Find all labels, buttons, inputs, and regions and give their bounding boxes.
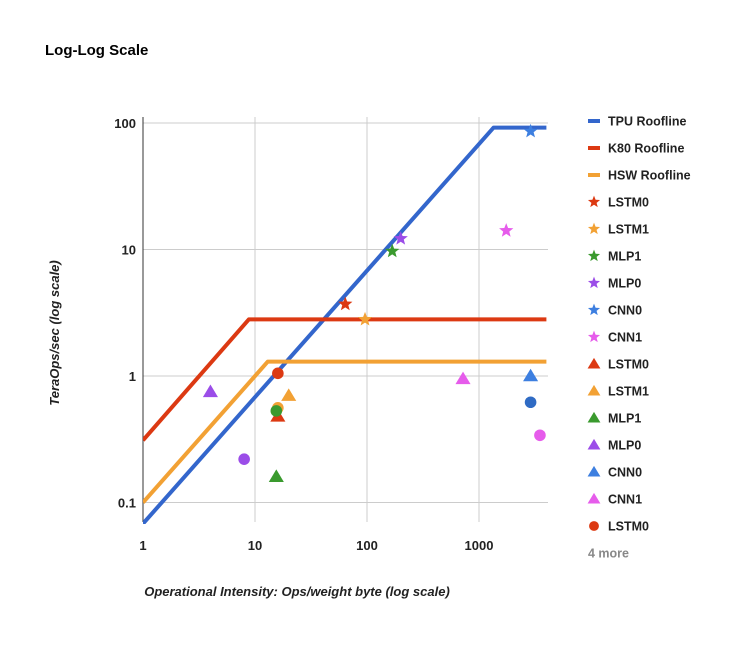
legend-swatch bbox=[587, 465, 601, 477]
y-axis-title: TeraOps/sec (log scale) bbox=[47, 260, 62, 405]
lstm1-triangle-point bbox=[281, 388, 297, 401]
legend[interactable]: TPU Roofline K80 Roofline HSW Roofline LSTM… bbox=[587, 115, 691, 561]
x-axis-title: Operational Intensity: Ops/weight byte (… bbox=[144, 584, 450, 599]
x-tick-label: 10 bbox=[248, 538, 262, 553]
legend-item-mlp1[interactable]: MLP1 bbox=[587, 411, 642, 426]
legend-item-cnn0[interactable]: CNN0 bbox=[587, 465, 642, 480]
legend-label: LSTM0 bbox=[608, 358, 649, 372]
legend-label: CNN0 bbox=[608, 466, 642, 480]
legend-swatch bbox=[587, 303, 601, 316]
legend-label: CNN0 bbox=[608, 304, 642, 318]
y-tick-label: 0.1 bbox=[118, 496, 136, 511]
legend-swatch bbox=[587, 195, 601, 208]
y-tick-label: 10 bbox=[122, 243, 136, 258]
mlp1-triangle-point bbox=[268, 469, 284, 482]
legend-label: TPU Roofline bbox=[608, 115, 687, 129]
legend-item-k80-roofline[interactable]: K80 Roofline bbox=[588, 142, 684, 156]
mlp0-circle-point bbox=[238, 453, 250, 465]
data-points bbox=[202, 123, 546, 482]
legend-label: CNN1 bbox=[608, 493, 642, 507]
legend-item-tpu-roofline[interactable]: TPU Roofline bbox=[588, 115, 687, 129]
roofline-lines bbox=[143, 125, 547, 524]
mlp1-star-point bbox=[385, 243, 400, 258]
legend-item-lstm1[interactable]: LSTM1 bbox=[587, 384, 649, 399]
mlp0-star-point bbox=[393, 231, 408, 245]
cnn1-star-point bbox=[499, 223, 514, 237]
legend-item-cnn1[interactable]: CNN1 bbox=[587, 492, 642, 507]
cnn0-triangle-point bbox=[523, 368, 539, 382]
legend-swatch bbox=[587, 357, 601, 369]
x-tick-label: 100 bbox=[356, 538, 378, 553]
y-tick-label: 1 bbox=[129, 369, 136, 384]
lstm0-circle-point bbox=[272, 367, 284, 380]
legend-label: K80 Roofline bbox=[608, 142, 684, 156]
legend-label: LSTM0 bbox=[608, 520, 649, 534]
legend-item-mlp0[interactable]: MLP0 bbox=[587, 276, 641, 291]
legend-label: MLP0 bbox=[608, 439, 641, 453]
legend-item-lstm0[interactable]: LSTM0 bbox=[587, 195, 649, 210]
legend-swatch bbox=[587, 276, 601, 289]
legend-label: CNN1 bbox=[608, 331, 642, 345]
legend-swatch bbox=[587, 222, 601, 235]
legend-label: HSW Roofline bbox=[608, 169, 691, 183]
legend-item-cnn1[interactable]: CNN1 bbox=[587, 330, 642, 345]
legend-label: MLP1 bbox=[608, 412, 641, 426]
legend-label: LSTM1 bbox=[608, 385, 649, 399]
mlp0-triangle-point bbox=[202, 384, 218, 398]
legend-label: LSTM0 bbox=[608, 196, 649, 210]
legend-item-lstm0[interactable]: LSTM0 bbox=[589, 520, 649, 534]
axis-tick-labels: 0.1 1 10 100 1 10 100 1000 bbox=[114, 116, 493, 553]
mlp1-circle-point bbox=[270, 405, 283, 417]
legend-item-hsw-roofline[interactable]: HSW Roofline bbox=[588, 169, 691, 183]
x-tick-label: 1 bbox=[139, 538, 146, 553]
chart-title: Log-Log Scale bbox=[45, 42, 149, 59]
k80-roofline-line bbox=[143, 317, 547, 442]
grid bbox=[142, 117, 548, 522]
legend-swatch bbox=[587, 492, 601, 504]
x-tick-label: 1000 bbox=[465, 538, 494, 553]
cnn1-triangle-point bbox=[455, 371, 471, 385]
legend-swatch bbox=[587, 411, 601, 423]
cnn0-star-point bbox=[523, 123, 538, 138]
lstm1-star-point bbox=[357, 311, 373, 326]
legend-swatch bbox=[587, 438, 601, 450]
legend-more-link[interactable]: 4 more bbox=[588, 547, 629, 561]
legend-label: LSTM1 bbox=[608, 223, 649, 237]
legend-item-cnn0[interactable]: CNN0 bbox=[587, 303, 642, 318]
legend-item-lstm0[interactable]: LSTM0 bbox=[587, 357, 649, 372]
legend-item-mlp0[interactable]: MLP0 bbox=[587, 438, 642, 453]
legend-item-mlp1[interactable]: MLP1 bbox=[587, 249, 641, 264]
legend-swatch bbox=[589, 521, 599, 531]
legend-swatch bbox=[587, 384, 601, 396]
y-tick-label: 100 bbox=[114, 116, 136, 131]
legend-swatch bbox=[587, 249, 601, 262]
legend-swatch bbox=[587, 330, 601, 343]
tpu-roofline-line bbox=[143, 125, 547, 524]
legend-label: MLP0 bbox=[608, 277, 641, 291]
cnn0-circle-point bbox=[524, 396, 537, 409]
legend-label: MLP1 bbox=[608, 250, 641, 264]
lstm0-star-point bbox=[338, 296, 353, 311]
cnn1-circle-point bbox=[534, 429, 546, 442]
legend-item-lstm1[interactable]: LSTM1 bbox=[587, 222, 649, 237]
hsw-roofline-line bbox=[143, 359, 547, 504]
